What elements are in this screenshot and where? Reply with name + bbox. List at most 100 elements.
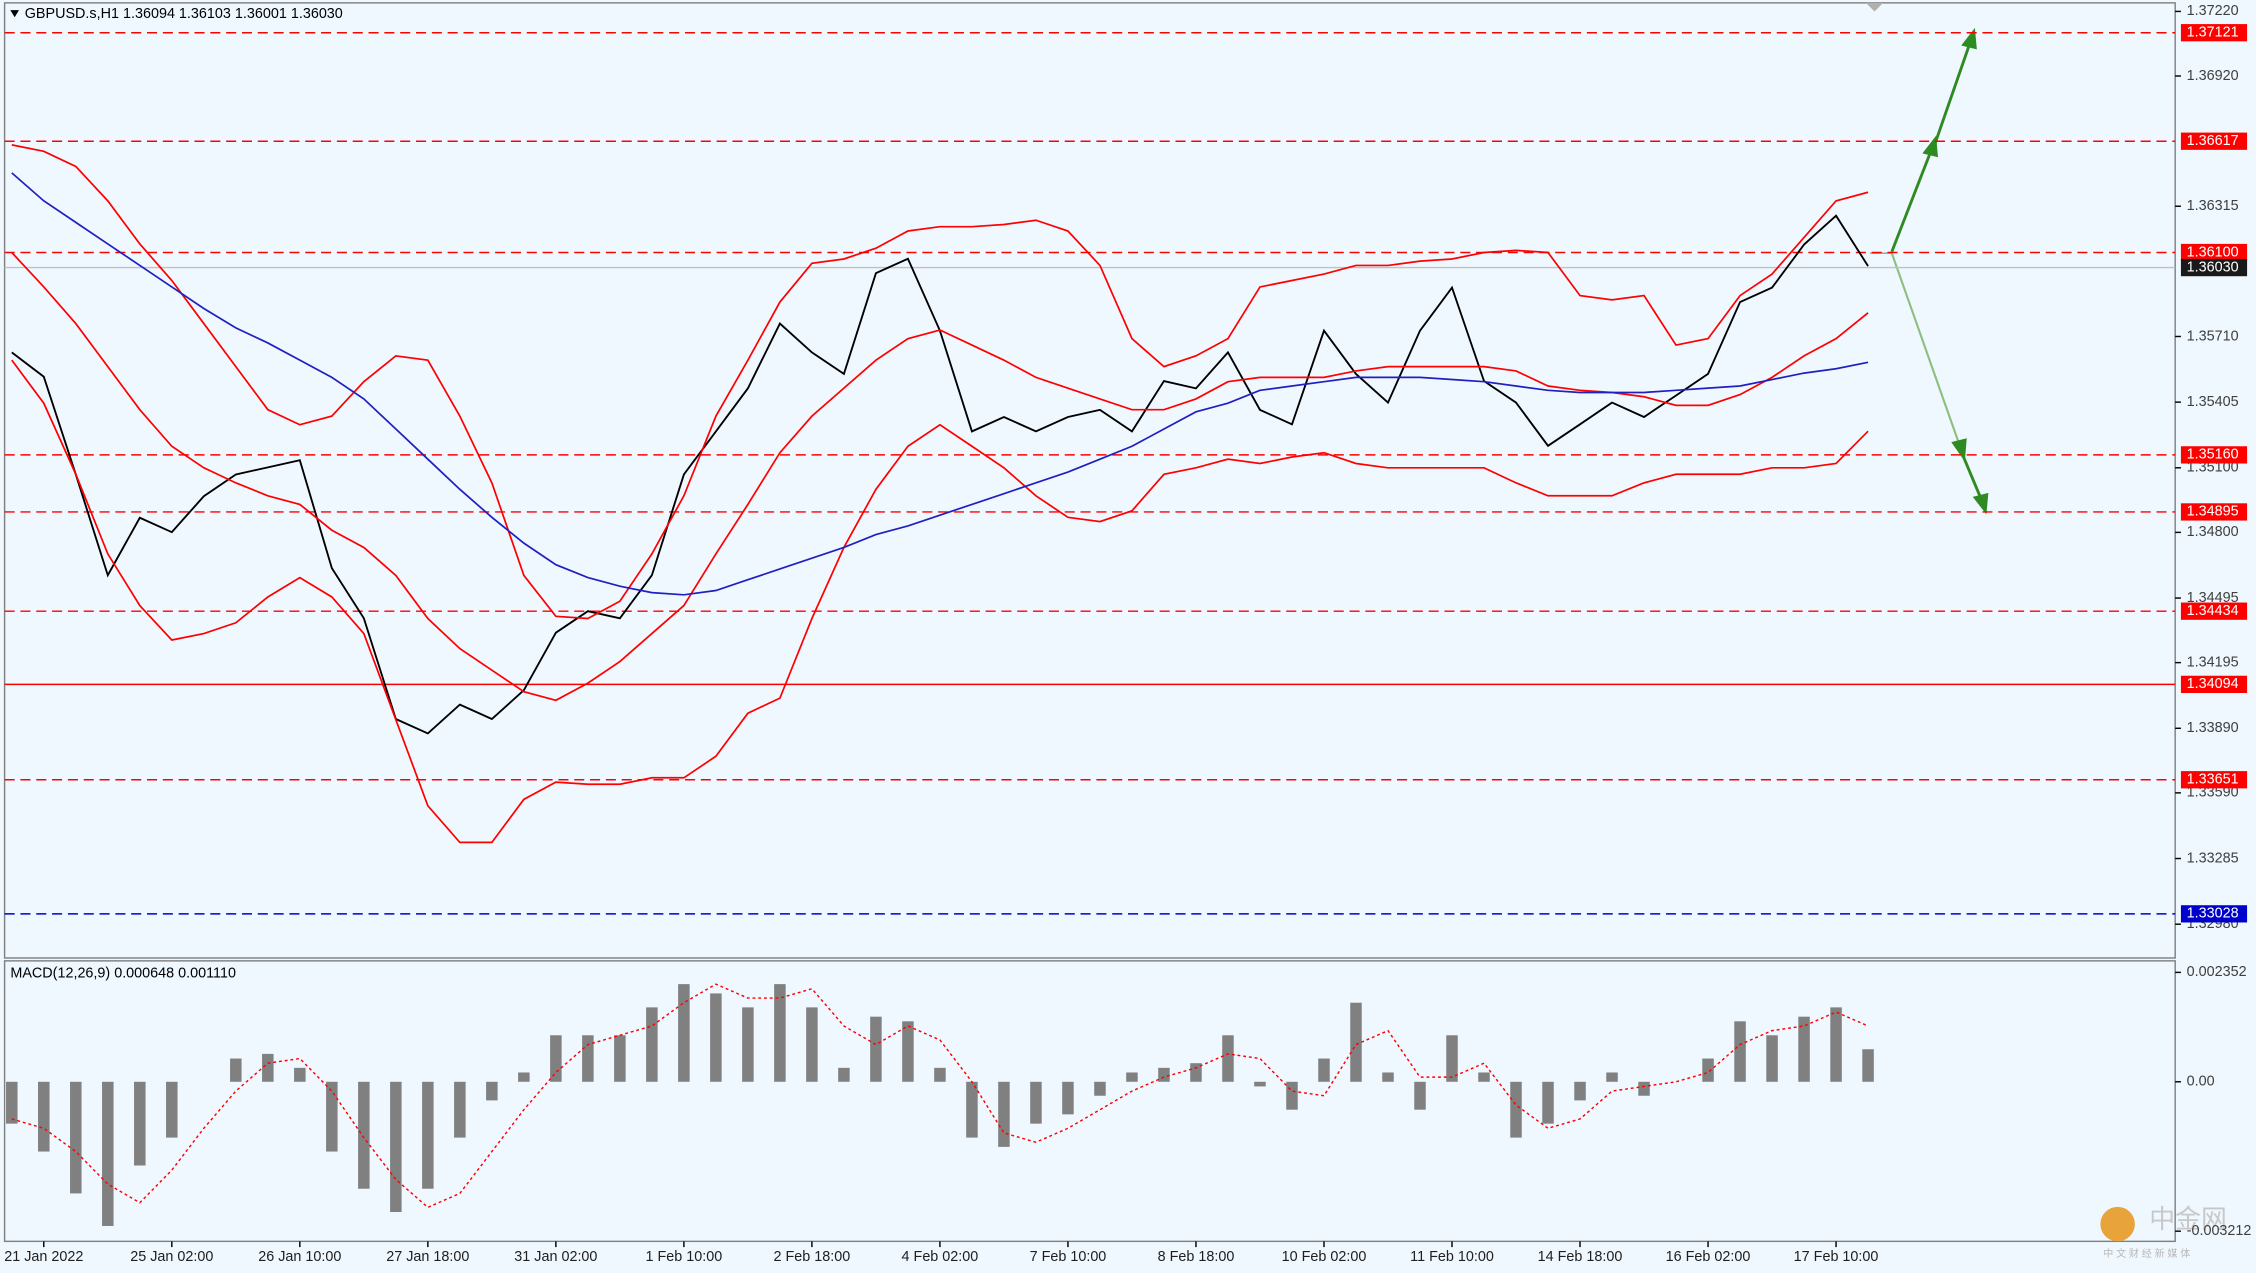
macd-bar (454, 1081, 466, 1138)
macd-bar (294, 1067, 306, 1082)
macd-bar (1702, 1058, 1714, 1082)
level-label: 1.33651 (2187, 772, 2239, 788)
y-tick-label: 1.34800 (2187, 524, 2239, 540)
x-tick-label: 17 Feb 10:00 (1794, 1249, 1879, 1265)
price-series-line (11, 144, 1869, 620)
y-tick-label: 1.35405 (2187, 394, 2239, 410)
current-price-box (2180, 258, 2248, 277)
chart-title: GBPUSD.s,H1 1.36094 1.36103 1.36001 1.36… (25, 6, 343, 22)
y-tick-label: 1.37220 (2187, 3, 2239, 19)
macd-bar (102, 1081, 114, 1226)
macd-bar (710, 993, 722, 1082)
macd-bar (966, 1081, 978, 1138)
macd-bar (1638, 1081, 1650, 1096)
macd-bar (1030, 1081, 1042, 1124)
level-label: 1.35160 (2187, 447, 2239, 463)
y-tick-label: 1.33890 (2187, 720, 2239, 736)
macd-bar (38, 1081, 50, 1152)
macd-bar (870, 1016, 882, 1082)
macd-bar (422, 1081, 434, 1189)
price-series-line (11, 359, 1869, 844)
y-tick-label: 1.34495 (2187, 590, 2239, 606)
macd-bar (262, 1053, 274, 1082)
y-tick-label: 1.33285 (2187, 850, 2239, 866)
macd-bar (1510, 1081, 1522, 1138)
macd-bar (1478, 1072, 1490, 1082)
macd-bar (934, 1067, 946, 1082)
macd-bar (1318, 1058, 1330, 1082)
macd-bar (774, 984, 786, 1082)
arrow-down-2 (1962, 456, 1984, 503)
macd-bar (1414, 1081, 1426, 1110)
macd-bar (1862, 1049, 1874, 1082)
macd-bar (646, 1007, 658, 1082)
macd-bar (1382, 1072, 1394, 1082)
macd-bar (1126, 1072, 1138, 1082)
collapse-icon (10, 10, 19, 18)
macd-bar (1062, 1081, 1074, 1115)
macd-bar (1190, 1063, 1202, 1082)
macd-bar (1574, 1081, 1586, 1101)
arrowhead (1951, 438, 1967, 462)
macd-bar (1446, 1035, 1458, 1082)
arrowhead (1922, 135, 1939, 158)
macd-bar (1222, 1035, 1234, 1082)
y-tick-label: 1.36920 (2187, 68, 2239, 84)
macd-bar (902, 1021, 914, 1082)
macd-bar (1254, 1081, 1266, 1087)
macd-bar (1606, 1072, 1618, 1082)
x-tick-label: 31 Jan 02:00 (514, 1249, 597, 1265)
macd-bar (582, 1035, 594, 1082)
level-label: 1.37121 (2187, 25, 2239, 41)
level-label-box (2180, 446, 2248, 464)
watermark-tagline: 中 文 财 经 新 媒 体 (2103, 1247, 2190, 1260)
level-label: 1.34434 (2187, 603, 2239, 619)
level-label-box (2180, 24, 2248, 42)
macd-bar (166, 1081, 178, 1138)
shift-marker (1865, 2, 1884, 12)
macd-bar (6, 1081, 18, 1124)
macd-bar (1542, 1081, 1554, 1124)
watermark-logo-icon (2100, 1206, 2135, 1242)
macd-bar (1734, 1021, 1746, 1082)
y-tick-label: 1.36315 (2187, 198, 2239, 214)
current-price-label: 1.36030 (2187, 259, 2239, 275)
level-label-box (2180, 602, 2248, 620)
x-tick-label: 2 Feb 18:00 (774, 1249, 851, 1265)
y-tick-label: 1.35100 (2187, 460, 2239, 476)
macd-signal-line (11, 983, 1869, 1209)
watermark: 中金网 中 文 财 经 新 媒 体 (2100, 1205, 2227, 1260)
price-series-line (11, 251, 1869, 702)
macd-bar (838, 1067, 850, 1082)
macd-bar (806, 1007, 818, 1082)
arrow-down-1 (1890, 252, 1962, 450)
level-label: 1.36100 (2187, 244, 2239, 260)
level-label-box (2180, 243, 2248, 262)
y-tick-label: 1.33590 (2187, 785, 2239, 801)
level-label: 1.36617 (2187, 133, 2239, 149)
x-tick-label: 7 Feb 10:00 (1030, 1249, 1107, 1265)
macd-bar (1766, 1035, 1778, 1082)
arrowhead (1961, 27, 1977, 50)
macd-bar (70, 1081, 82, 1194)
level-label-box (2180, 503, 2248, 521)
x-tick-label: 4 Feb 02:00 (902, 1249, 979, 1265)
macd-bar (134, 1081, 146, 1166)
price-series-line (11, 172, 1869, 596)
macd-bar (518, 1072, 530, 1082)
macd-bar (550, 1035, 562, 1082)
y-tick-label: -0.003212 (2187, 1223, 2252, 1239)
level-label: 1.33028 (2187, 906, 2239, 922)
x-tick-label: 14 Feb 18:00 (1538, 1249, 1623, 1265)
x-tick-label: 11 Feb 10:00 (1410, 1249, 1494, 1265)
price-panel-frame (3, 2, 2176, 959)
x-tick-label: 16 Feb 02:00 (1666, 1249, 1751, 1265)
macd-title: MACD(12,26,9) 0.000648 0.001110 (10, 966, 236, 982)
macd-bar (326, 1081, 338, 1152)
x-tick-label: 10 Feb 02:00 (1282, 1249, 1367, 1265)
x-tick-label: 25 Jan 02:00 (130, 1249, 213, 1265)
macd-bar (230, 1058, 242, 1082)
y-tick-label: 0.00 (2187, 1074, 2215, 1090)
